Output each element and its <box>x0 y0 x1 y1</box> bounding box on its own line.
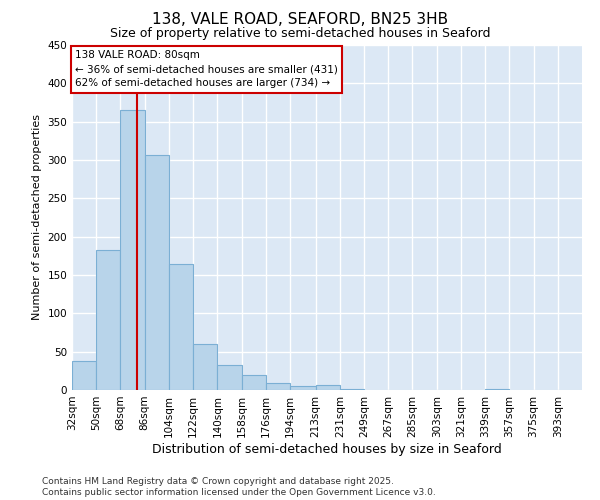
Bar <box>290 386 316 390</box>
Bar <box>217 366 242 390</box>
Text: Size of property relative to semi-detached houses in Seaford: Size of property relative to semi-detach… <box>110 28 490 40</box>
X-axis label: Distribution of semi-detached houses by size in Seaford: Distribution of semi-detached houses by … <box>152 442 502 456</box>
Text: Contains HM Land Registry data © Crown copyright and database right 2025.: Contains HM Land Registry data © Crown c… <box>42 477 394 486</box>
Y-axis label: Number of semi-detached properties: Number of semi-detached properties <box>32 114 42 320</box>
Text: 138 VALE ROAD: 80sqm
← 36% of semi-detached houses are smaller (431)
62% of semi: 138 VALE ROAD: 80sqm ← 36% of semi-detac… <box>74 50 338 88</box>
Bar <box>485 389 509 390</box>
Text: Contains public sector information licensed under the Open Government Licence v3: Contains public sector information licen… <box>42 488 436 497</box>
Bar <box>169 264 193 390</box>
Bar <box>96 250 121 390</box>
Bar <box>340 389 364 390</box>
Bar <box>242 376 266 390</box>
Bar <box>266 383 290 390</box>
Text: 138, VALE ROAD, SEAFORD, BN25 3HB: 138, VALE ROAD, SEAFORD, BN25 3HB <box>152 12 448 28</box>
Bar <box>193 344 217 390</box>
Bar <box>72 361 96 390</box>
Bar <box>145 154 169 390</box>
Bar <box>316 386 340 390</box>
Bar <box>121 110 145 390</box>
